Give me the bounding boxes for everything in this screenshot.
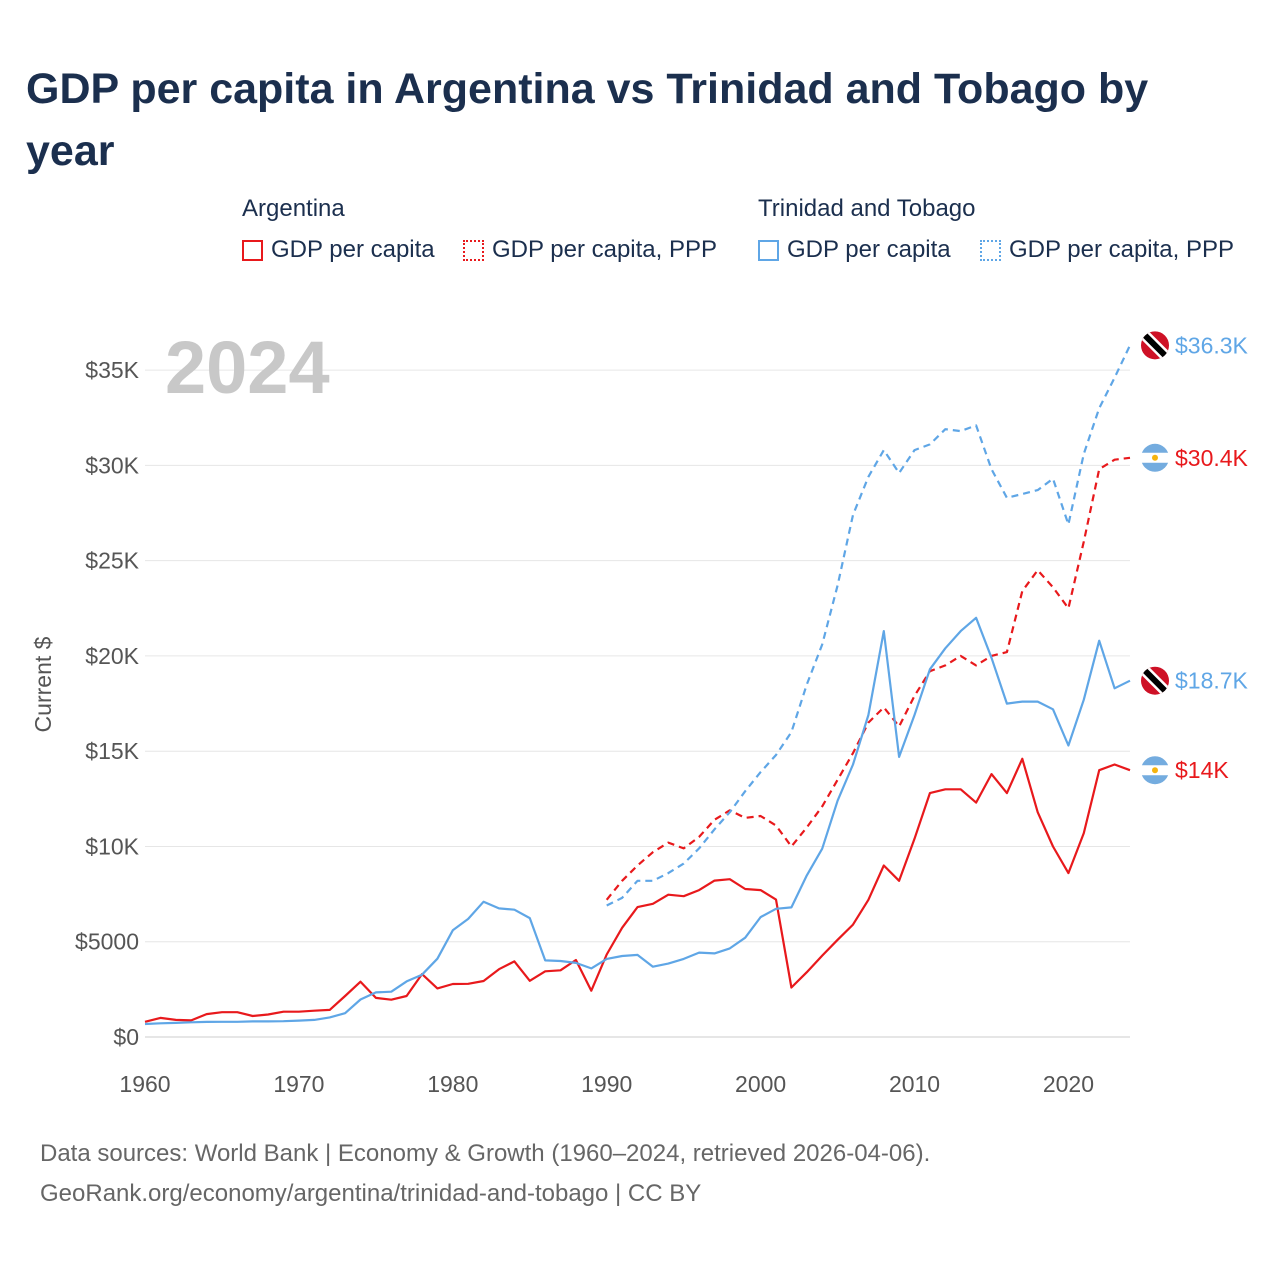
legend-argentina-gdp[interactable]: GDP per capita — [242, 236, 435, 264]
y-tick-label: $15K — [85, 738, 139, 764]
end-value-label: $18.7K — [1175, 668, 1249, 694]
x-tick-label: 2000 — [735, 1071, 786, 1097]
x-tick-label: 1960 — [119, 1071, 170, 1097]
x-tick-label: 1970 — [273, 1071, 324, 1097]
legend-label: GDP per capita, PPP — [1009, 236, 1234, 263]
y-tick-label: $5000 — [75, 929, 139, 955]
x-tick-label: 2020 — [1043, 1071, 1094, 1097]
legend-group-argentina: Argentina — [242, 195, 345, 222]
legend-trinidad-gdp[interactable]: GDP per capita — [758, 236, 951, 264]
legend-swatch-trinidad-dashed — [980, 239, 1001, 261]
legend-label: GDP per capita — [787, 236, 951, 263]
y-tick-label: $0 — [113, 1024, 139, 1050]
argentina-flag-sun — [1152, 767, 1158, 774]
argentina-flag-band-bottom — [1141, 462, 1169, 472]
series-line-3 — [606, 344, 1131, 907]
legend-trinidad-gdp-ppp[interactable]: GDP per capita, PPP — [980, 236, 1234, 264]
trinidad-flag-black-band — [1141, 331, 1169, 360]
footer-attribution[interactable]: GeoRank.org/economy/argentina/trinidad-a… — [40, 1180, 702, 1207]
x-tick-label: 2010 — [889, 1071, 940, 1097]
y-tick-label: $35K — [85, 357, 139, 383]
legend-label: GDP per capita, PPP — [492, 236, 717, 263]
y-tick-label: $30K — [85, 452, 139, 478]
year-watermark: 2024 — [165, 326, 330, 409]
legend-swatch-argentina-solid — [242, 239, 263, 261]
x-tick-label: 1980 — [427, 1071, 478, 1097]
line-chart: $0 $5000 $10K $15K $20K $25K $30K $35K 1960 1970 1… — [30, 326, 1249, 1097]
chart-title: GDP per capita in Argentina vs Trinidad … — [26, 65, 1149, 175]
trinidad-flag-black-band — [1141, 666, 1169, 695]
y-tick-label: $10K — [85, 833, 139, 859]
legend-argentina-gdp-ppp[interactable]: GDP per capita, PPP — [463, 236, 717, 264]
series-line-1 — [605, 456, 1131, 901]
argentina-flag-band-top — [1141, 756, 1169, 766]
series-line-2 — [144, 616, 1131, 1026]
y-axis-label: Current $ — [30, 636, 56, 732]
y-tick-label: $25K — [85, 548, 139, 574]
footer-sources: Data sources: World Bank | Economy & Gro… — [40, 1140, 931, 1167]
legend-swatch-trinidad-solid — [758, 239, 779, 261]
legend-group-trinidad: Trinidad and Tobago — [758, 195, 976, 222]
series-line-0 — [144, 757, 1131, 1023]
y-tick-label: $20K — [85, 643, 139, 669]
end-value-label: $30.4K — [1175, 445, 1249, 471]
argentina-flag-band-top — [1141, 443, 1169, 453]
argentina-flag-band-bottom — [1141, 775, 1169, 785]
legend-swatch-argentina-dashed — [463, 239, 484, 261]
x-tick-label: 1990 — [581, 1071, 632, 1097]
end-value-label: $14K — [1175, 757, 1229, 783]
legend-label: GDP per capita — [271, 236, 435, 263]
argentina-flag-sun — [1152, 454, 1158, 461]
end-value-label: $36.3K — [1175, 332, 1249, 358]
